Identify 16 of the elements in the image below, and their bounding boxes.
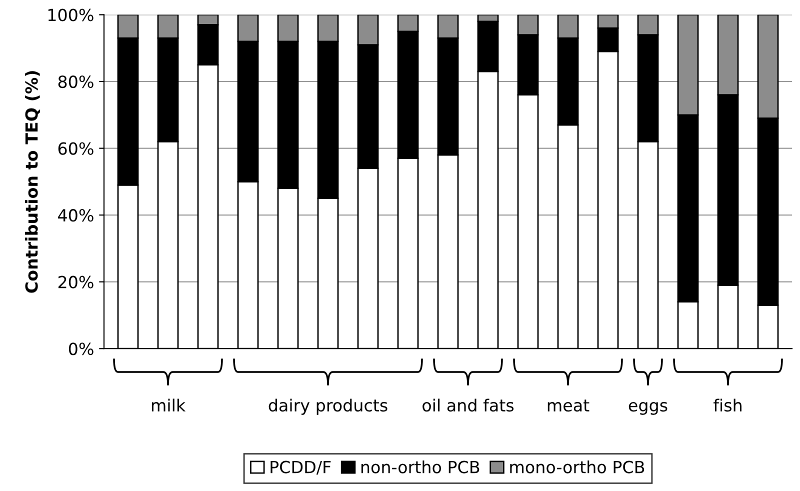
y-tick-label: 0% [68,342,94,356]
legend-label: non-ortho PCB [361,460,480,474]
y-tick-label: 100% [48,8,94,22]
y-tick-label: 80% [58,75,94,88]
y-tick-label: 20% [58,276,94,288]
y-tick-label: 40% [58,209,94,222]
legend-label: mono-ortho PCB [510,460,644,474]
text: oil and fats [422,398,514,412]
text: eggs [628,402,668,415]
text: meat [548,400,590,412]
text: milk [152,398,186,412]
y-axis-title: Contribution to TEQ (%) [24,71,40,293]
legend-label: PCDD/F [270,460,331,475]
y-tick-label: 60% [58,142,94,155]
text: fish [714,398,742,412]
text: dairy products [268,398,388,415]
